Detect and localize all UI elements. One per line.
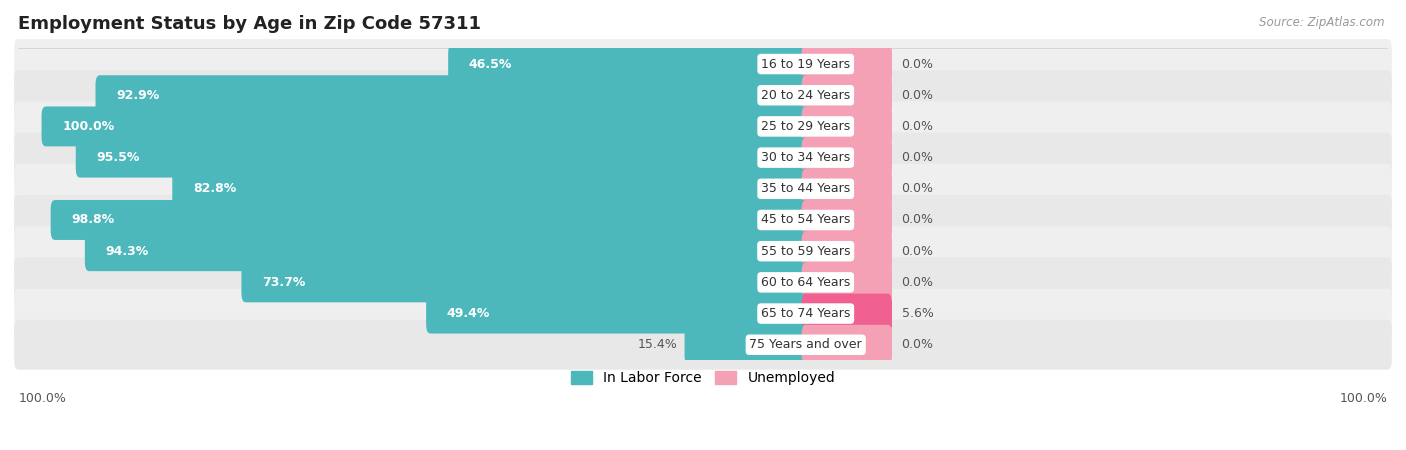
FancyBboxPatch shape [14,101,1392,151]
FancyBboxPatch shape [801,325,891,364]
FancyBboxPatch shape [685,325,810,364]
Text: 82.8%: 82.8% [193,182,236,195]
Text: 30 to 34 Years: 30 to 34 Years [761,151,851,164]
FancyBboxPatch shape [801,262,891,302]
Text: 0.0%: 0.0% [901,213,934,226]
Text: 73.7%: 73.7% [262,276,305,289]
FancyBboxPatch shape [14,320,1392,370]
FancyBboxPatch shape [801,44,891,84]
FancyBboxPatch shape [242,262,810,302]
Text: 75 Years and over: 75 Years and over [749,338,862,351]
Text: 100.0%: 100.0% [62,120,114,133]
Text: 0.0%: 0.0% [901,182,934,195]
Text: 0.0%: 0.0% [901,245,934,258]
FancyBboxPatch shape [76,138,810,178]
Text: 45 to 54 Years: 45 to 54 Years [761,213,851,226]
FancyBboxPatch shape [801,293,891,333]
FancyBboxPatch shape [14,164,1392,214]
Text: 0.0%: 0.0% [901,276,934,289]
Text: 95.5%: 95.5% [96,151,139,164]
Text: 35 to 44 Years: 35 to 44 Years [761,182,851,195]
FancyBboxPatch shape [801,169,891,209]
FancyBboxPatch shape [51,200,810,240]
FancyBboxPatch shape [84,231,810,271]
Text: 0.0%: 0.0% [901,151,934,164]
Text: 5.6%: 5.6% [901,307,934,320]
FancyBboxPatch shape [14,133,1392,183]
FancyBboxPatch shape [96,75,810,115]
Text: 15.4%: 15.4% [638,338,678,351]
FancyBboxPatch shape [801,107,891,146]
Text: 25 to 29 Years: 25 to 29 Years [761,120,851,133]
Text: 55 to 59 Years: 55 to 59 Years [761,245,851,258]
Text: 0.0%: 0.0% [901,58,934,71]
FancyBboxPatch shape [14,288,1392,338]
FancyBboxPatch shape [801,231,891,271]
Text: 16 to 19 Years: 16 to 19 Years [761,58,851,71]
FancyBboxPatch shape [42,107,810,146]
FancyBboxPatch shape [14,39,1392,89]
Text: 92.9%: 92.9% [117,89,159,102]
FancyBboxPatch shape [173,169,810,209]
FancyBboxPatch shape [14,226,1392,276]
FancyBboxPatch shape [14,257,1392,307]
Text: 0.0%: 0.0% [901,89,934,102]
Text: 100.0%: 100.0% [1340,392,1388,405]
Text: Source: ZipAtlas.com: Source: ZipAtlas.com [1260,16,1385,29]
FancyBboxPatch shape [426,293,810,333]
Text: 98.8%: 98.8% [72,213,114,226]
Text: 46.5%: 46.5% [468,58,512,71]
Text: 49.4%: 49.4% [447,307,491,320]
FancyBboxPatch shape [801,138,891,178]
FancyBboxPatch shape [801,200,891,240]
FancyBboxPatch shape [14,70,1392,120]
Text: 20 to 24 Years: 20 to 24 Years [761,89,851,102]
Text: 94.3%: 94.3% [105,245,149,258]
Text: Employment Status by Age in Zip Code 57311: Employment Status by Age in Zip Code 573… [18,15,481,33]
Text: 100.0%: 100.0% [18,392,66,405]
Text: 60 to 64 Years: 60 to 64 Years [761,276,851,289]
Text: 0.0%: 0.0% [901,120,934,133]
FancyBboxPatch shape [14,195,1392,245]
Text: 65 to 74 Years: 65 to 74 Years [761,307,851,320]
Legend: In Labor Force, Unemployed: In Labor Force, Unemployed [565,366,841,391]
FancyBboxPatch shape [801,75,891,115]
Text: 0.0%: 0.0% [901,338,934,351]
FancyBboxPatch shape [449,44,810,84]
